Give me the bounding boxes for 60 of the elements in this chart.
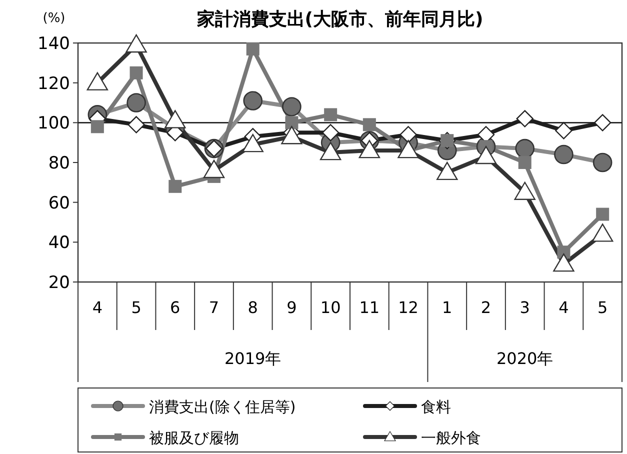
point — [436, 162, 458, 180]
y-tick-label: 140 — [38, 34, 70, 54]
point — [281, 126, 302, 144]
point — [514, 182, 536, 200]
point — [282, 97, 302, 116]
y-tick-label: 80 — [48, 154, 70, 174]
point — [594, 114, 612, 132]
legend-label: 被服及び履物 — [149, 429, 239, 447]
y-tick-label: 20 — [48, 273, 70, 293]
x-tick-label: 7 — [208, 298, 220, 317]
x-tick-label: 8 — [248, 298, 258, 317]
point — [324, 108, 338, 122]
x-tick-label: 12 — [398, 298, 418, 317]
y-tick-label: 40 — [48, 233, 70, 254]
point — [553, 253, 574, 272]
point — [592, 224, 614, 242]
legend-label: 一般外食 — [421, 429, 481, 447]
point — [362, 118, 376, 132]
x-tick-label: 5 — [597, 298, 608, 317]
y-tick-label: 100 — [38, 114, 70, 134]
point — [320, 142, 342, 160]
point — [246, 42, 260, 56]
point — [242, 134, 264, 152]
text: 2019年 — [224, 349, 282, 368]
point — [90, 120, 104, 134]
x-tick-label: 11 — [359, 298, 380, 317]
point — [285, 116, 298, 130]
point — [130, 66, 143, 80]
title: 家計消費支出(大阪市、前年同月比) — [196, 9, 484, 30]
x-tick-label: 5 — [131, 298, 142, 317]
point — [322, 124, 340, 142]
x-tick-label: 2 — [480, 298, 492, 317]
point — [398, 140, 419, 158]
point — [518, 156, 532, 169]
text: 2020年 — [496, 349, 554, 368]
point — [243, 91, 263, 110]
x-tick-label: 3 — [520, 298, 530, 317]
y-tick-label: 120 — [38, 74, 70, 94]
y-tick-label: 60 — [48, 193, 70, 214]
point — [358, 140, 380, 158]
ylabel: (%) — [42, 11, 66, 26]
legend-label: 消費支出(除く住居等) — [149, 398, 296, 416]
legend-label: 食料 — [421, 398, 451, 416]
point — [555, 122, 572, 140]
point — [592, 152, 612, 172]
x-tick-label: 4 — [558, 298, 569, 317]
x-tick-label: 1 — [442, 298, 452, 317]
point — [400, 126, 417, 144]
point — [516, 110, 534, 128]
point — [128, 116, 145, 134]
x-tick-label: 4 — [92, 298, 103, 317]
point — [596, 208, 610, 221]
x-tick-label: 10 — [320, 298, 341, 317]
x-tick-label: 9 — [286, 298, 297, 317]
point — [475, 146, 497, 164]
x-tick-label: 6 — [170, 298, 180, 317]
point — [554, 144, 574, 164]
point — [126, 93, 146, 112]
point — [168, 180, 182, 193]
point — [203, 160, 225, 178]
